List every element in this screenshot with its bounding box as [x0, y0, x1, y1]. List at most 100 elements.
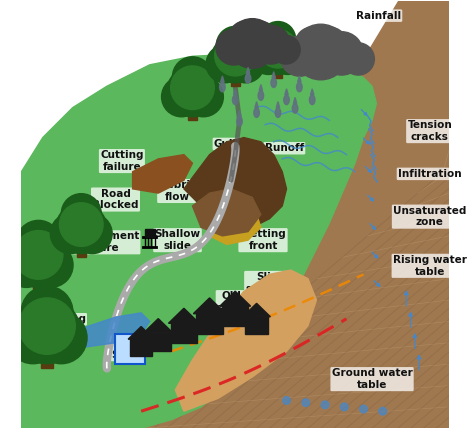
Circle shape [321, 401, 329, 409]
Ellipse shape [232, 95, 238, 105]
Ellipse shape [292, 104, 298, 113]
Polygon shape [276, 102, 280, 108]
Text: Embankment
failure: Embankment failure [62, 232, 139, 253]
Circle shape [50, 214, 91, 254]
Polygon shape [175, 270, 317, 411]
Circle shape [360, 405, 367, 413]
Circle shape [21, 286, 73, 338]
Text: Rising water
table: Rising water table [393, 255, 467, 277]
Text: Road
Blocked: Road Blocked [92, 189, 139, 210]
Ellipse shape [254, 108, 259, 118]
Text: Shallow
slide: Shallow slide [155, 230, 201, 251]
Bar [196, 314, 223, 334]
Polygon shape [168, 308, 200, 323]
Bar [41, 343, 53, 369]
Text: Unsaturated
zone: Unsaturated zone [393, 206, 466, 227]
Circle shape [19, 298, 75, 354]
Circle shape [173, 57, 212, 97]
Circle shape [206, 45, 244, 83]
Text: Damming: Damming [30, 314, 86, 324]
Polygon shape [221, 76, 224, 82]
Polygon shape [144, 319, 173, 333]
Polygon shape [272, 72, 275, 78]
Circle shape [61, 193, 101, 234]
Bar [116, 334, 146, 364]
Bar [130, 339, 152, 356]
Circle shape [211, 35, 259, 83]
Polygon shape [192, 189, 261, 236]
Circle shape [217, 26, 254, 64]
Circle shape [28, 243, 73, 287]
Circle shape [293, 24, 348, 80]
Text: Old
slide: Old slide [217, 291, 245, 313]
Circle shape [310, 27, 348, 65]
Circle shape [227, 45, 264, 83]
Circle shape [295, 27, 329, 61]
Text: Rainfall: Rainfall [356, 11, 401, 21]
Circle shape [302, 399, 310, 407]
Bar [245, 317, 268, 334]
Circle shape [35, 312, 87, 364]
Polygon shape [133, 154, 192, 193]
Circle shape [280, 36, 320, 76]
Circle shape [251, 39, 286, 75]
Circle shape [72, 214, 112, 254]
Text: Slip
surface: Slip surface [246, 272, 289, 294]
Bar [231, 67, 240, 86]
Ellipse shape [297, 82, 302, 92]
Bar [77, 237, 86, 257]
Polygon shape [141, 1, 449, 428]
Circle shape [7, 312, 59, 364]
Circle shape [260, 21, 296, 57]
Polygon shape [184, 138, 286, 227]
Text: Infiltration: Infiltration [398, 169, 462, 179]
Circle shape [379, 408, 387, 415]
Ellipse shape [310, 95, 315, 105]
Bar [274, 60, 282, 78]
Polygon shape [310, 89, 314, 95]
Text: Gully: Gully [214, 139, 244, 149]
Circle shape [229, 21, 260, 52]
Circle shape [259, 30, 297, 68]
Circle shape [342, 43, 374, 75]
Ellipse shape [271, 78, 276, 88]
Polygon shape [259, 85, 263, 91]
Circle shape [243, 21, 277, 55]
Polygon shape [220, 291, 251, 306]
Text: New
Slide: New Slide [111, 338, 141, 360]
Polygon shape [21, 54, 376, 428]
Circle shape [10, 230, 67, 287]
Circle shape [183, 77, 223, 117]
Polygon shape [238, 110, 241, 116]
Bar [188, 100, 197, 121]
Polygon shape [246, 67, 250, 73]
Polygon shape [234, 89, 237, 95]
Circle shape [320, 32, 363, 75]
Bar [171, 323, 197, 343]
Bar [146, 333, 171, 351]
Polygon shape [255, 102, 258, 108]
Polygon shape [298, 76, 301, 82]
Polygon shape [73, 313, 150, 347]
Circle shape [162, 77, 201, 117]
Ellipse shape [245, 74, 251, 83]
Ellipse shape [275, 108, 281, 118]
Bar [145, 230, 155, 237]
Circle shape [270, 39, 305, 75]
Polygon shape [128, 326, 154, 339]
Circle shape [4, 243, 49, 287]
Circle shape [16, 221, 61, 265]
Ellipse shape [258, 91, 264, 100]
Circle shape [171, 66, 214, 109]
Circle shape [216, 29, 252, 65]
Bar [222, 306, 248, 326]
Circle shape [56, 203, 107, 254]
Circle shape [228, 18, 277, 68]
Ellipse shape [219, 82, 225, 92]
Circle shape [255, 30, 301, 75]
Polygon shape [285, 89, 288, 95]
Polygon shape [243, 303, 270, 317]
Bar [33, 269, 44, 291]
Polygon shape [293, 97, 297, 103]
Circle shape [14, 230, 63, 279]
